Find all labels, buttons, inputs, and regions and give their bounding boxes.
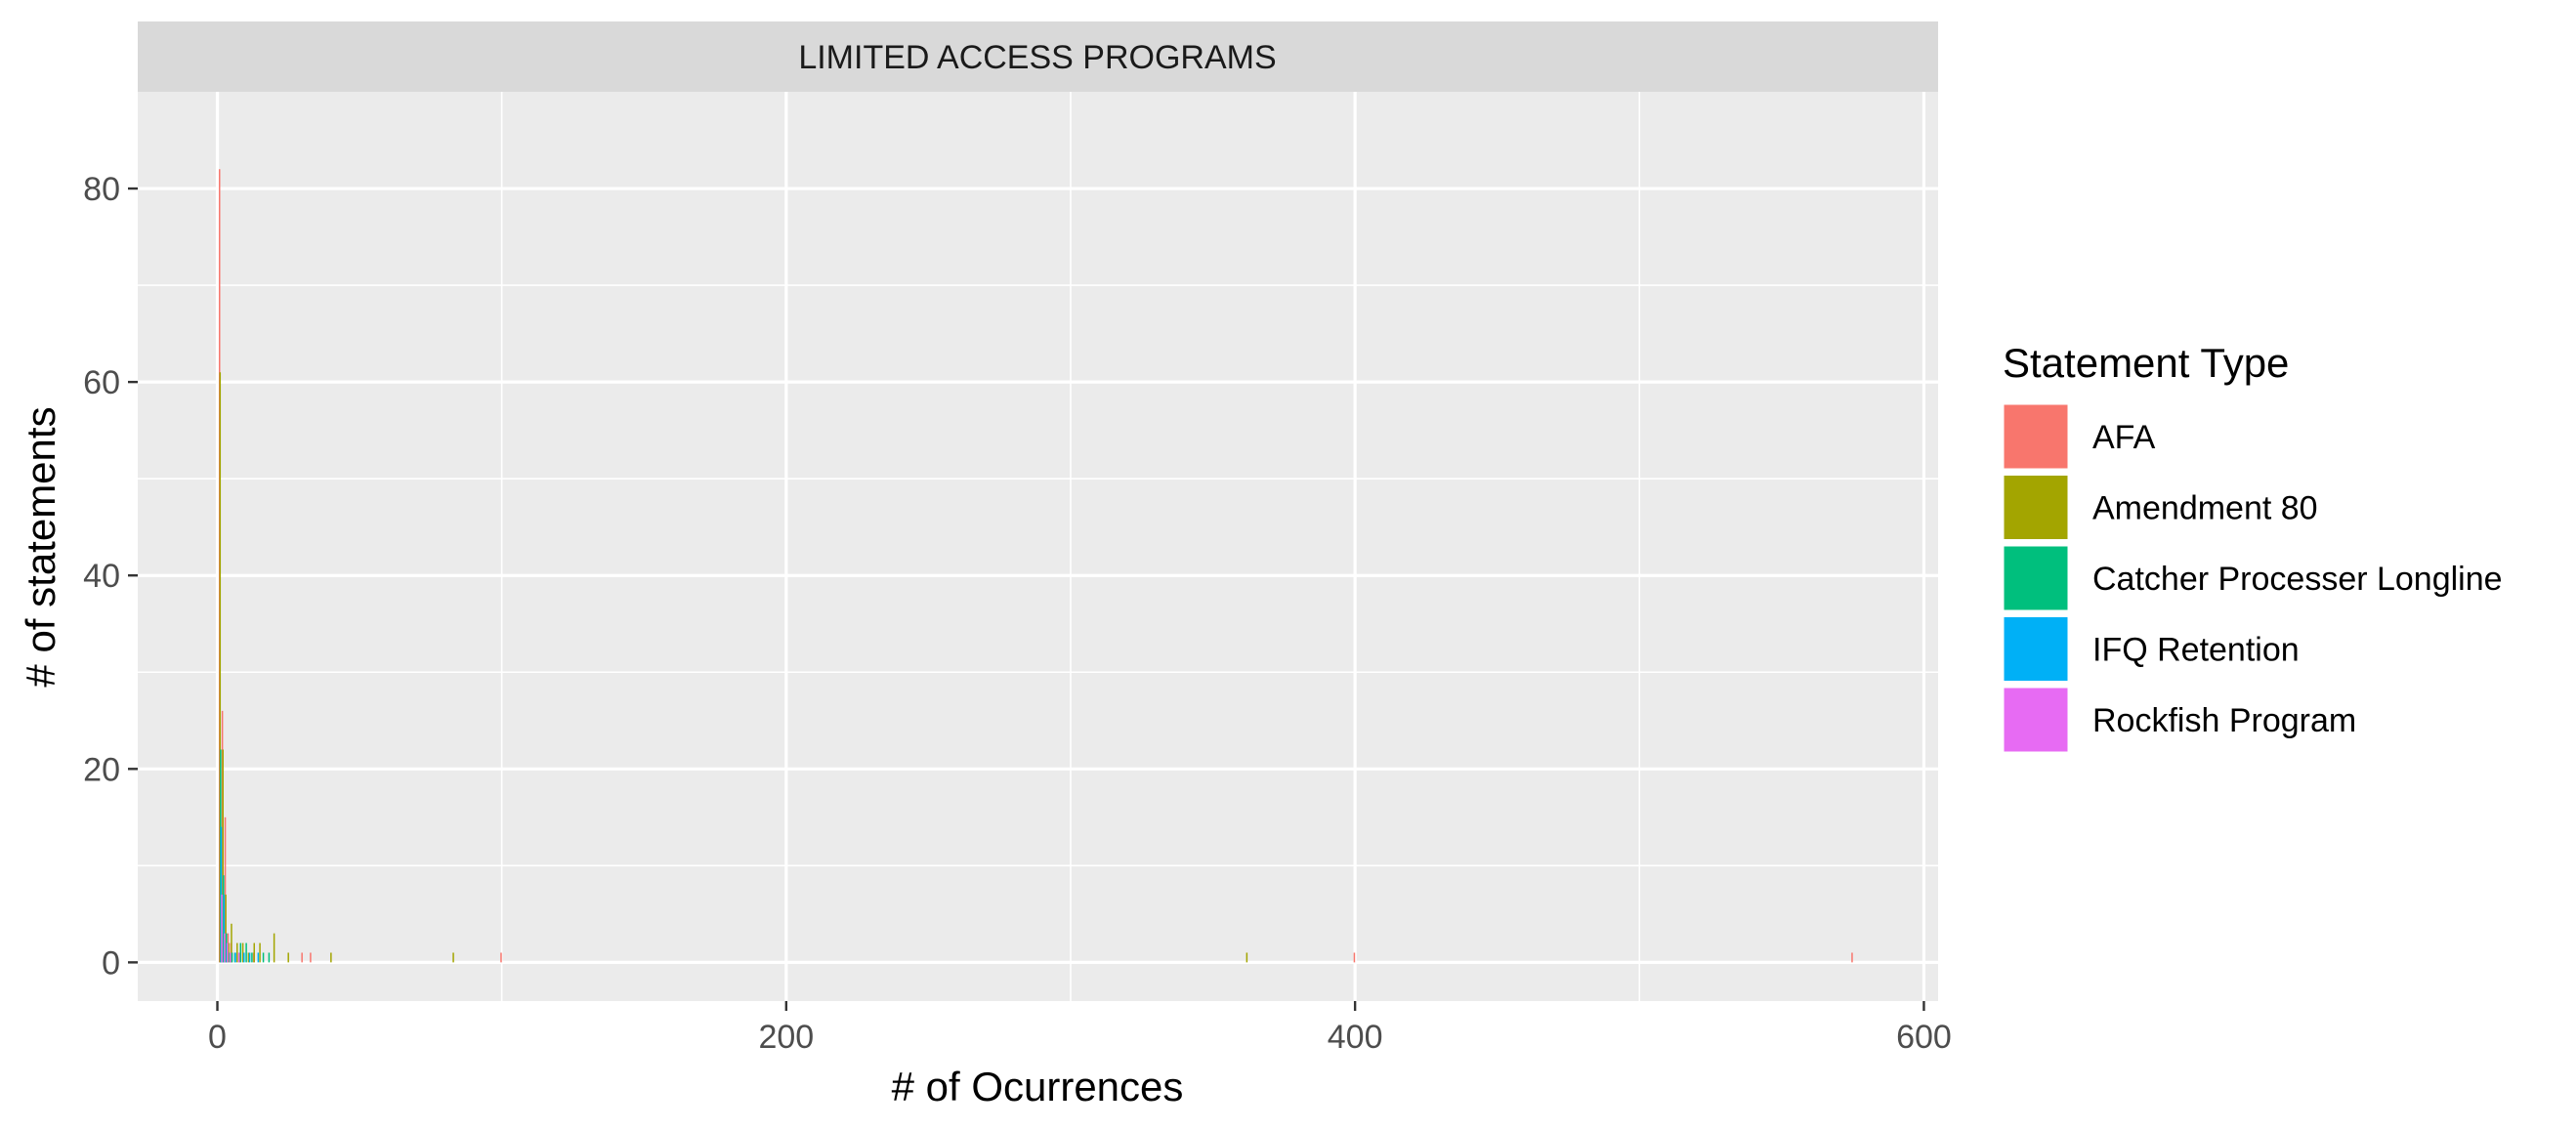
bar-amendment-80	[219, 372, 222, 963]
bar-amendment-80	[259, 942, 261, 963]
bar-afa	[1851, 952, 1853, 963]
plot-panel	[138, 92, 1938, 1001]
legend-label: Catcher Processer Longline	[2092, 561, 2503, 598]
bar-rockfish-program	[227, 942, 229, 963]
facet-strip	[138, 21, 1938, 92]
bar-rockfish-program	[224, 933, 226, 963]
bar-afa	[310, 952, 312, 963]
legend-key-rockfish-program	[2001, 685, 2071, 755]
legend-title: Statement Type	[2003, 340, 2289, 386]
bar-rockfish-program	[237, 952, 240, 963]
bar-amendment-80	[452, 952, 454, 963]
bar-amendment-80	[273, 933, 275, 963]
bar-amendment-80	[330, 952, 332, 963]
bar-ifq-retention	[234, 952, 236, 963]
y-axis-title: # of statements	[18, 406, 63, 687]
bar-amendment-80	[231, 923, 232, 963]
bar-catcher-processer-longline	[268, 952, 271, 963]
bar-catcher-processer-longline	[262, 952, 265, 963]
bar-amendment-80	[241, 942, 244, 963]
legend-label: AFA	[2092, 419, 2156, 456]
x-tick-label: 200	[758, 1019, 814, 1056]
bar-afa	[500, 952, 502, 963]
bar-amendment-80	[247, 952, 250, 963]
legend-label: IFQ Retention	[2092, 632, 2300, 669]
bar-rockfish-program	[230, 952, 232, 963]
bar-afa	[301, 952, 303, 963]
legend-key-catcher-processer-longline	[2001, 543, 2071, 613]
bar-amendment-80	[253, 942, 255, 963]
legend-key-ifq-retention	[2001, 614, 2071, 684]
x-axis-title: # of Ocurrences	[892, 1064, 1184, 1109]
x-axis: 0 200 400 600	[208, 1001, 1952, 1056]
facet-strip-label: LIMITED ACCESS PROGRAMS	[798, 39, 1276, 76]
legend-key-afa	[2001, 401, 2071, 472]
legend-label: Amendment 80	[2092, 490, 2318, 527]
bar-afa	[1353, 952, 1356, 963]
bar-catcher-processer-longline	[251, 952, 253, 963]
x-tick-label: 600	[1896, 1019, 1952, 1056]
y-tick-label: 60	[83, 364, 120, 401]
y-tick-label: 0	[102, 944, 120, 982]
x-tick-label: 0	[208, 1019, 227, 1056]
bar-catcher-processer-longline	[239, 942, 242, 963]
bar-afa	[224, 816, 227, 963]
bar-amendment-80	[287, 952, 289, 963]
bar-amendment-80	[225, 895, 227, 963]
histogram-bars	[218, 169, 1853, 963]
bar-ifq-retention	[243, 952, 245, 963]
minor-gridlines	[138, 92, 1938, 1001]
bar-amendment-80	[228, 942, 230, 963]
bar-catcher-processer-longline	[231, 952, 233, 963]
bar-ifq-retention	[257, 952, 260, 963]
legend-key-amendment-80	[2001, 473, 2071, 542]
bar-ifq-retention	[248, 952, 251, 963]
legend-label: Rockfish Program	[2092, 702, 2356, 739]
major-gridlines	[138, 92, 1938, 1001]
legend: Statement Type AFA Amendment 80 Catcher Pr…	[2001, 340, 2503, 755]
y-tick-label: 20	[83, 751, 120, 788]
x-tick-label: 400	[1328, 1019, 1383, 1056]
bar-amendment-80	[1246, 952, 1248, 963]
y-tick-label: 80	[83, 171, 120, 208]
bar-amendment-80	[236, 942, 238, 963]
y-axis: 0 20 40 60 80	[83, 171, 138, 982]
bar-catcher-processer-longline	[245, 942, 247, 963]
bar-amendment-80	[222, 749, 224, 963]
bar-ifq-retention	[223, 895, 226, 963]
bar-rockfish-program	[221, 895, 223, 963]
y-tick-label: 40	[83, 558, 120, 595]
